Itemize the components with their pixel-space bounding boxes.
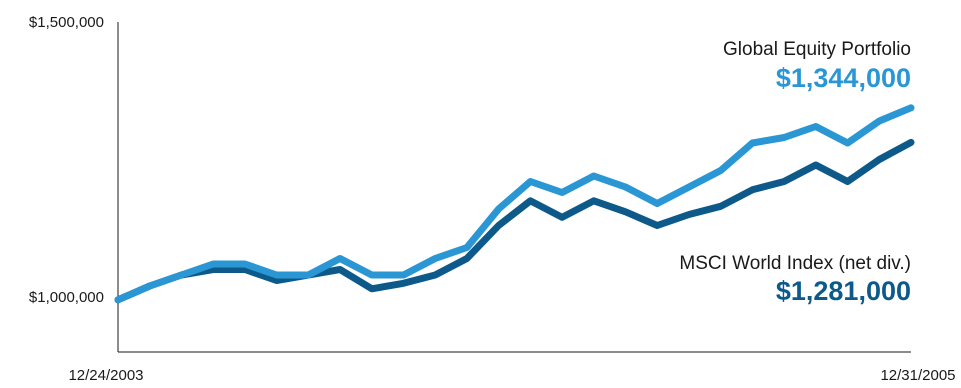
series-line-msci-world-index: [114, 138, 915, 304]
series-label-msci-world-index: MSCI World Index (net div.): [679, 253, 911, 274]
series-end-value-msci-world-index: $1,281,000: [776, 276, 911, 306]
series-label-global-equity-portfolio: Global Equity Portfolio: [723, 39, 911, 60]
series-end-value-global-equity-portfolio: $1,344,000: [776, 63, 911, 93]
x-tick-label: 12/24/2003: [68, 367, 143, 384]
series-line-global-equity-portfolio: [114, 104, 915, 304]
x-tick-label: 12/31/2005: [880, 367, 955, 384]
y-tick-label: $1,500,000: [29, 14, 104, 31]
y-tick-label: $1,000,000: [29, 289, 104, 306]
